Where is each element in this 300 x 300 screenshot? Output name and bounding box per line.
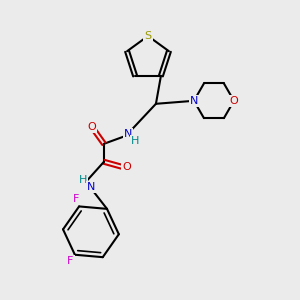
Text: H: H xyxy=(79,175,87,185)
Text: N: N xyxy=(124,129,132,139)
Text: O: O xyxy=(88,122,96,132)
Text: N: N xyxy=(87,182,95,192)
Text: H: H xyxy=(131,136,139,146)
Text: O: O xyxy=(123,162,131,172)
Text: N: N xyxy=(190,96,198,106)
Text: S: S xyxy=(144,31,152,41)
Text: O: O xyxy=(230,96,238,106)
Text: F: F xyxy=(73,194,79,204)
Text: F: F xyxy=(67,256,74,266)
